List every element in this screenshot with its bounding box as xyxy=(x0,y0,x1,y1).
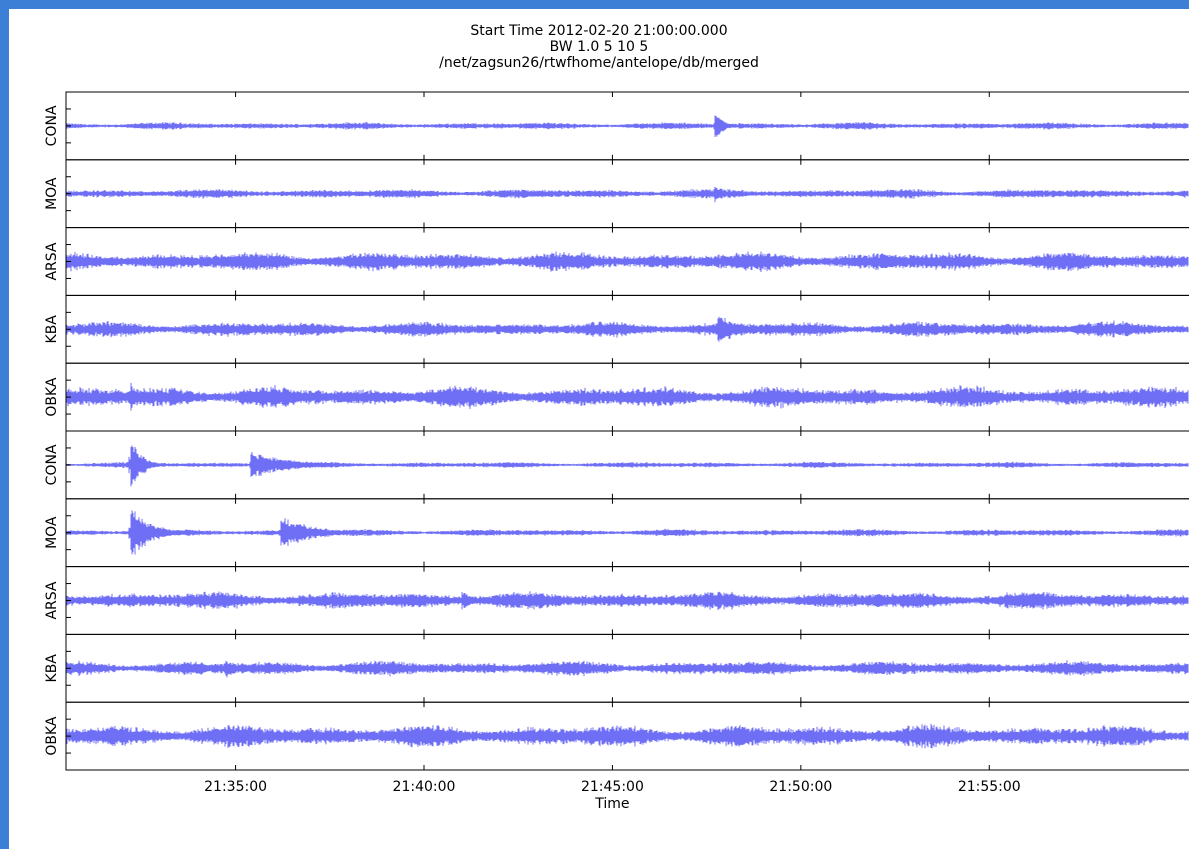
x-tick-label-2: 21:45:00 xyxy=(581,779,644,795)
trace-arsa-7 xyxy=(65,591,1189,611)
station-label-cona-5: CONA xyxy=(44,444,60,485)
trace-arsa-2 xyxy=(65,251,1189,272)
x-tick-label-3: 21:50:00 xyxy=(769,779,832,795)
trace-kba-3 xyxy=(65,316,1189,342)
station-label-obka-4: OBKA xyxy=(44,377,60,417)
station-label-moa-6: MOA xyxy=(44,516,60,549)
chart-title-db-path: /net/zagsun26/rtwfhome/antelope/db/merge… xyxy=(439,55,759,71)
trace-moa-6 xyxy=(65,510,1189,555)
trace-cona-5 xyxy=(65,445,1189,487)
trace-kba-8 xyxy=(65,660,1189,678)
x-tick-label-0: 21:35:00 xyxy=(204,779,267,795)
x-axis-label: Time xyxy=(594,796,629,812)
window-top-strip xyxy=(0,0,1189,9)
trace-obka-9 xyxy=(65,723,1189,749)
chart-title-bandwidth: BW 1.0 5 10 5 xyxy=(549,39,649,55)
station-label-arsa-2: ARSA xyxy=(44,242,60,280)
trace-cona-0 xyxy=(65,115,1189,137)
figure-canvas: Start Time 2012-02-20 21:00:00.000 BW 1.… xyxy=(9,9,1189,849)
station-label-moa-1: MOA xyxy=(44,177,60,210)
trace-obka-4 xyxy=(65,383,1189,411)
x-tick-label-1: 21:40:00 xyxy=(393,779,456,795)
station-label-kba-8: KBA xyxy=(44,654,60,683)
station-label-arsa-7: ARSA xyxy=(44,581,60,619)
station-label-obka-9: OBKA xyxy=(44,716,60,756)
trace-moa-1 xyxy=(65,186,1189,203)
chart-title-start-time: Start Time 2012-02-20 21:00:00.000 xyxy=(470,23,728,39)
station-label-kba-3: KBA xyxy=(44,315,60,344)
x-tick-label-4: 21:55:00 xyxy=(958,779,1021,795)
station-label-cona-0: CONA xyxy=(44,105,60,146)
seismogram-plot: CONA MOA ARSA KBA OBKA CONA MOA ARSA KBA OBKA 21:3… xyxy=(44,91,1189,812)
